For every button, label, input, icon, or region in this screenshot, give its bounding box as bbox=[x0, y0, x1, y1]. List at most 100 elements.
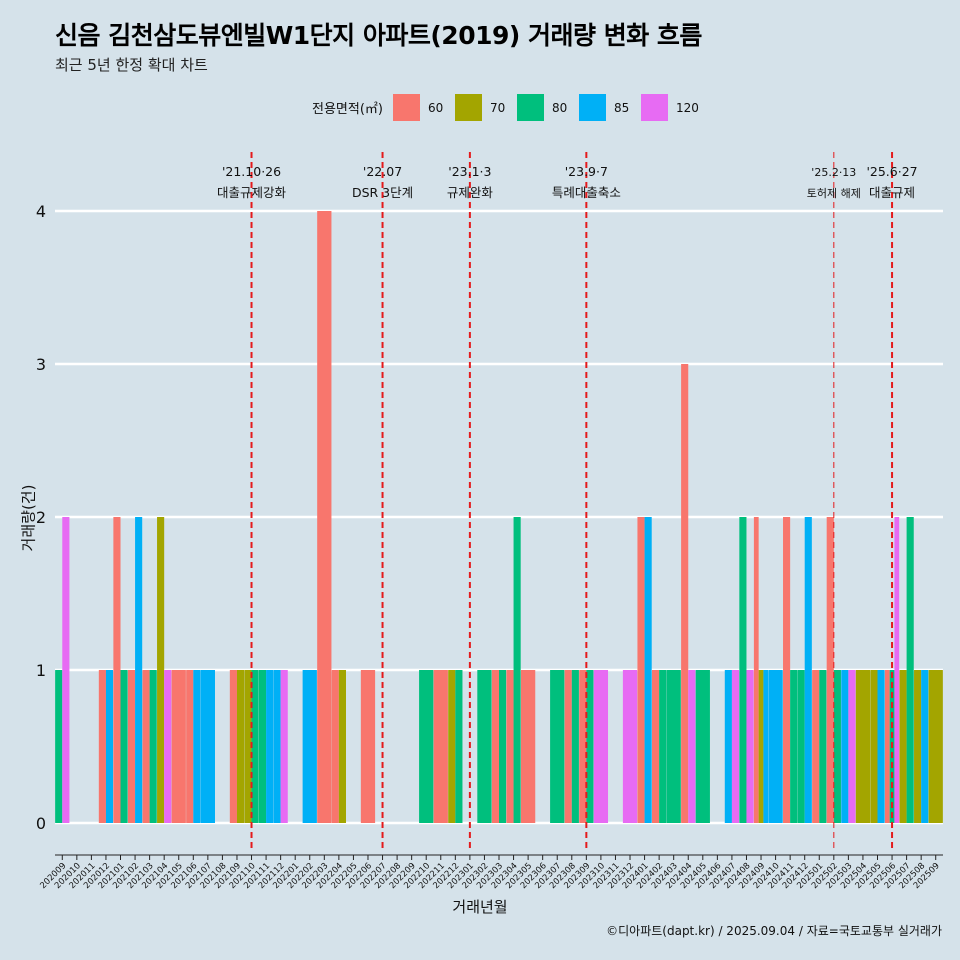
legend-title: 전용면적(㎡) bbox=[312, 102, 383, 117]
bar-202110-70 bbox=[244, 670, 252, 823]
event-date-label: '22.07 bbox=[363, 164, 402, 179]
legend-swatch-120 bbox=[640, 94, 668, 121]
bar-202501-80 bbox=[819, 670, 827, 823]
bar-202103-80 bbox=[149, 670, 157, 823]
bar-202204-70 bbox=[338, 670, 347, 823]
legend-label-120: 120 bbox=[675, 100, 699, 115]
bar-202204-60 bbox=[331, 670, 339, 823]
y-tick-label: 3 bbox=[36, 355, 46, 374]
bar-202404-120 bbox=[688, 670, 696, 823]
legend-label-60: 60 bbox=[427, 100, 444, 115]
bar-202508-70 bbox=[914, 670, 922, 823]
bar-202505-70 bbox=[870, 670, 878, 823]
bar-202503-120 bbox=[848, 670, 856, 823]
legend-item-60: 60 bbox=[392, 94, 451, 121]
y-tick-label: 1 bbox=[36, 661, 46, 680]
legend-item-85: 85 bbox=[578, 94, 637, 121]
bar-202404-60 bbox=[681, 364, 689, 823]
bar-202210-80 bbox=[419, 670, 434, 823]
bar-202402-80 bbox=[659, 670, 667, 823]
x-axis-label: 거래년월 bbox=[452, 898, 508, 916]
bar-202109-60 bbox=[229, 670, 237, 823]
bar-202308-60 bbox=[564, 670, 572, 823]
legend-label-85: 85 bbox=[613, 100, 630, 115]
bar-202304-80 bbox=[513, 517, 521, 823]
legend-label-70: 70 bbox=[489, 100, 506, 115]
bar-202403-80 bbox=[666, 670, 681, 823]
event-text-label: DSR 3단계 bbox=[352, 185, 413, 200]
bar-202309-60 bbox=[579, 670, 587, 823]
event-text-label: 특례대출축소 bbox=[552, 185, 621, 200]
bar-202309-80 bbox=[586, 670, 594, 823]
bar-202009-120 bbox=[62, 517, 70, 823]
bar-202507-70 bbox=[899, 670, 907, 823]
bar-202411-60 bbox=[783, 517, 791, 823]
bar-202411-80 bbox=[790, 670, 798, 823]
legend-swatch-85 bbox=[578, 94, 606, 121]
bar-202307-80 bbox=[550, 670, 565, 823]
legend-label-80: 80 bbox=[551, 100, 568, 115]
bar-202506-120 bbox=[894, 517, 900, 823]
bar-202112-120 bbox=[280, 670, 288, 823]
bar-202109-70 bbox=[236, 670, 245, 823]
bar-202102-60 bbox=[127, 670, 136, 823]
source-caption: ©디아파트(dapt.kr) / 2025.09.04 / 자료=국토교통부 실… bbox=[606, 924, 942, 938]
bar-202101-60 bbox=[113, 517, 121, 823]
bar-202407-85 bbox=[724, 670, 732, 823]
bar-202506-60 bbox=[884, 670, 890, 823]
bar-202501-60 bbox=[812, 670, 820, 823]
event-date-label: '23.9·7 bbox=[565, 164, 608, 179]
y-tick-label: 2 bbox=[36, 508, 46, 527]
bar-202112-85 bbox=[273, 670, 281, 823]
chart-subtitle: 최근 5년 한정 확대 차트 bbox=[55, 56, 208, 74]
event-date-label: '25.6·27 bbox=[866, 164, 917, 179]
legend-swatch-70 bbox=[454, 94, 482, 121]
event-date-label: '21.10·26 bbox=[222, 164, 281, 179]
bar-202106-60 bbox=[186, 670, 194, 823]
bar-202206-60 bbox=[360, 670, 376, 823]
bar-202412-85 bbox=[804, 517, 812, 823]
bar-202103-60 bbox=[142, 670, 150, 823]
bar-202105-60 bbox=[171, 670, 186, 823]
legend-swatch-60 bbox=[392, 94, 420, 121]
bar-202312-120 bbox=[622, 670, 638, 823]
bar-202410-85 bbox=[768, 670, 783, 823]
bar-202211-60 bbox=[433, 670, 448, 823]
bar-202409-60 bbox=[753, 517, 759, 823]
bar-202412-80 bbox=[797, 670, 805, 823]
legend-item-70: 70 bbox=[454, 94, 513, 121]
chart-title: 신음 김천삼도뷰엔빌W1단지 아파트(2019) 거래량 변화 흐름 bbox=[55, 21, 702, 50]
event-date-label: '23.1·3 bbox=[448, 164, 491, 179]
bar-202409-70 bbox=[758, 670, 764, 823]
bar-202212-70 bbox=[448, 670, 456, 823]
event-text-label: 대출규제강화 bbox=[217, 185, 287, 200]
bar-202111-80 bbox=[258, 670, 267, 823]
bar-202303-60 bbox=[491, 670, 499, 823]
bar-202503-85 bbox=[841, 670, 849, 823]
bar-202302-80 bbox=[477, 670, 492, 823]
y-axis-label: 거래량(건) bbox=[19, 484, 38, 552]
bar-202111-85 bbox=[266, 670, 274, 823]
bar-202508-85 bbox=[921, 670, 929, 823]
legend-item-80: 80 bbox=[516, 94, 575, 121]
bar-202303-80 bbox=[499, 670, 507, 823]
legend-item-120: 120 bbox=[640, 94, 699, 121]
bar-202401-60 bbox=[637, 517, 645, 823]
bar-202304-60 bbox=[506, 670, 514, 823]
y-tick-label: 0 bbox=[36, 814, 46, 833]
bar-202409-85 bbox=[763, 670, 769, 823]
bar-202509-70 bbox=[928, 670, 943, 823]
bar-202104-120 bbox=[164, 670, 172, 823]
legend-swatch-80 bbox=[516, 94, 544, 121]
bar-202104-70 bbox=[157, 517, 165, 823]
bar-202502-80 bbox=[833, 670, 841, 823]
bar-202402-60 bbox=[651, 670, 660, 823]
bar-202110-80 bbox=[251, 670, 259, 823]
bar-202203-60 bbox=[317, 211, 332, 823]
y-tick-label: 4 bbox=[36, 202, 46, 221]
bar-202305-60 bbox=[520, 670, 536, 823]
bar-202102-85 bbox=[135, 517, 143, 823]
bar-202401-85 bbox=[644, 517, 652, 823]
bar-202101-80 bbox=[120, 670, 128, 823]
